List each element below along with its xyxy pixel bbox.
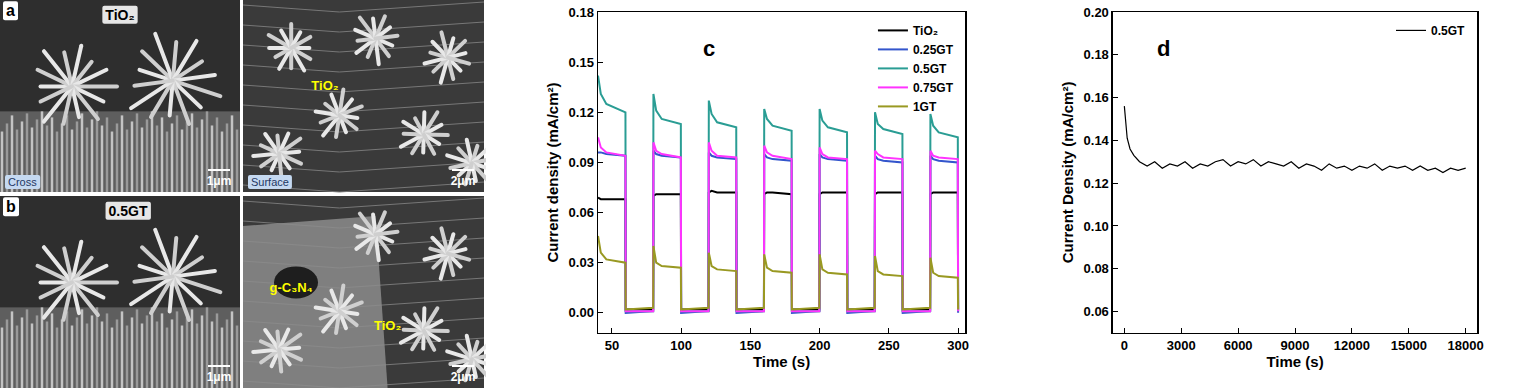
svg-text:1GT: 1GT	[913, 100, 937, 114]
svg-text:12000: 12000	[1334, 338, 1370, 353]
svg-text:0.12: 0.12	[569, 105, 594, 120]
svg-text:Current density (mA/cm²): Current density (mA/cm²)	[544, 82, 561, 262]
svg-text:2μm: 2μm	[451, 370, 476, 384]
svg-text:Time (s): Time (s)	[753, 353, 810, 370]
svg-text:250: 250	[878, 338, 900, 353]
svg-text:200: 200	[809, 338, 831, 353]
svg-text:0.75GT: 0.75GT	[913, 81, 954, 95]
svg-text:100: 100	[670, 338, 692, 353]
svg-text:9000: 9000	[1281, 338, 1310, 353]
svg-text:Time (s): Time (s)	[1266, 353, 1323, 370]
svg-text:3000: 3000	[1167, 338, 1196, 353]
svg-text:TiO₂: TiO₂	[374, 318, 401, 333]
svg-text:0.25GT: 0.25GT	[913, 43, 954, 57]
svg-text:Surface: Surface	[251, 176, 289, 188]
svg-text:0.5GT: 0.5GT	[1431, 24, 1465, 38]
svg-text:c: c	[703, 36, 715, 61]
svg-text:TiO₂: TiO₂	[913, 24, 938, 38]
svg-text:0.08: 0.08	[1084, 261, 1109, 276]
svg-text:b: b	[6, 198, 16, 215]
svg-text:2μm: 2μm	[451, 174, 476, 188]
svg-text:Cross: Cross	[8, 176, 37, 188]
svg-text:0.20: 0.20	[1084, 5, 1109, 20]
svg-text:50: 50	[605, 338, 619, 353]
svg-text:6000: 6000	[1224, 338, 1253, 353]
svg-text:0.12: 0.12	[1084, 176, 1109, 191]
svg-text:0.5GT: 0.5GT	[109, 203, 148, 219]
svg-text:0.03: 0.03	[569, 255, 594, 270]
svg-text:d: d	[1157, 36, 1170, 61]
svg-text:0.18: 0.18	[569, 5, 594, 20]
svg-text:0.06: 0.06	[1084, 304, 1109, 319]
svg-text:18000: 18000	[1448, 338, 1484, 353]
svg-text:0.5GT: 0.5GT	[913, 62, 947, 76]
svg-text:0: 0	[1121, 338, 1128, 353]
svg-text:0.14: 0.14	[1084, 133, 1110, 148]
svg-text:g-C₃N₄: g-C₃N₄	[270, 280, 313, 295]
svg-text:0.00: 0.00	[569, 305, 594, 320]
svg-text:300: 300	[947, 338, 969, 353]
svg-text:0.18: 0.18	[1084, 47, 1109, 62]
svg-text:0.06: 0.06	[569, 205, 594, 220]
svg-text:0.10: 0.10	[1084, 218, 1109, 233]
svg-text:0.09: 0.09	[569, 155, 594, 170]
svg-text:TiO₂: TiO₂	[311, 78, 338, 93]
svg-text:0.16: 0.16	[1084, 90, 1109, 105]
svg-text:a: a	[6, 2, 15, 19]
svg-text:15000: 15000	[1391, 338, 1427, 353]
svg-text:1μm: 1μm	[207, 370, 232, 384]
svg-text:Current Density (mA/cm²): Current Density (mA/cm²)	[1059, 82, 1076, 264]
svg-text:TiO₂: TiO₂	[105, 7, 134, 23]
svg-text:1μm: 1μm	[207, 174, 232, 188]
svg-text:150: 150	[740, 338, 762, 353]
svg-text:0.15: 0.15	[569, 55, 594, 70]
